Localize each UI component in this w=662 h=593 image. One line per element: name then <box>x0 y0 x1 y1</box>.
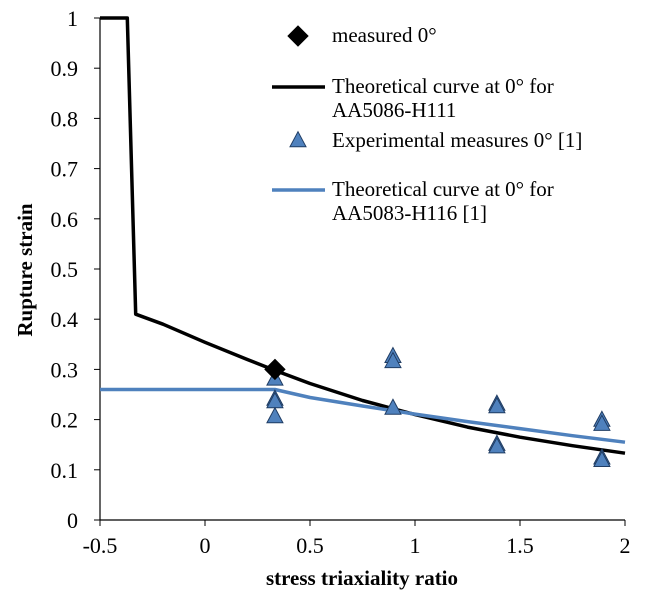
data-point-2-6 <box>384 398 402 415</box>
y-tick-labels: 0 0.1 0.2 0.3 0.4 0.5 0.6 0.7 0.8 0.9 1 <box>51 6 79 533</box>
series-line-3 <box>100 387 626 444</box>
y-axis-title: Rupture strain <box>13 203 37 337</box>
y-tick-label: 0 <box>67 508 78 533</box>
y-tick-label: 1 <box>67 6 78 31</box>
legend-symbol-2 <box>289 130 307 148</box>
data-point-2-3 <box>266 406 284 424</box>
plot-area <box>100 16 626 467</box>
y-tick-label: 0.4 <box>51 307 79 332</box>
axes <box>94 17 626 526</box>
data-point-2-14 <box>593 450 611 467</box>
legend-label-1-1: AA5086-H111 <box>332 98 456 122</box>
y-tick-label: 0.7 <box>51 157 79 182</box>
legend-label-0-0: measured 0° <box>332 23 437 47</box>
x-axis-title: stress triaxiality ratio <box>266 566 458 590</box>
x-tick-label: 1.5 <box>506 533 534 558</box>
x-tick-labels: -0.5 0 0.5 1 1.5 2 <box>83 533 631 558</box>
data-point-0-0 <box>264 358 286 381</box>
data-point-2-8 <box>488 396 506 414</box>
y-tick-label: 0.1 <box>51 458 79 483</box>
x-tick-label: 0.5 <box>296 533 324 558</box>
y-tick-label: 0.3 <box>51 357 79 382</box>
y-tick-label: 0.9 <box>51 56 79 81</box>
x-tick-label: 0 <box>200 533 211 558</box>
legend-label-3-0: Theoretical curve at 0° for <box>332 177 554 201</box>
legend: measured 0°Theoretical curve at 0° forAA… <box>272 23 582 225</box>
legend-label-1-0: Theoretical curve at 0° for <box>332 74 554 98</box>
x-tick-label: 1 <box>410 533 421 558</box>
data-point-2-5 <box>384 351 402 369</box>
y-tick-label: 0.6 <box>51 207 79 232</box>
x-tick-label: -0.5 <box>83 533 118 558</box>
y-tick-label: 0.8 <box>51 106 79 131</box>
legend-symbol-0 <box>287 25 309 47</box>
x-tick-label: 2 <box>620 533 631 558</box>
data-point-2-10 <box>488 436 506 454</box>
y-tick-label: 0.2 <box>51 408 79 433</box>
legend-label-3-1: AA5083-H116 [1] <box>332 201 487 225</box>
data-point-2-12 <box>593 414 611 431</box>
y-tick-label: 0.5 <box>51 257 79 282</box>
legend-label-2-0: Experimental measures 0° [1] <box>332 128 582 152</box>
